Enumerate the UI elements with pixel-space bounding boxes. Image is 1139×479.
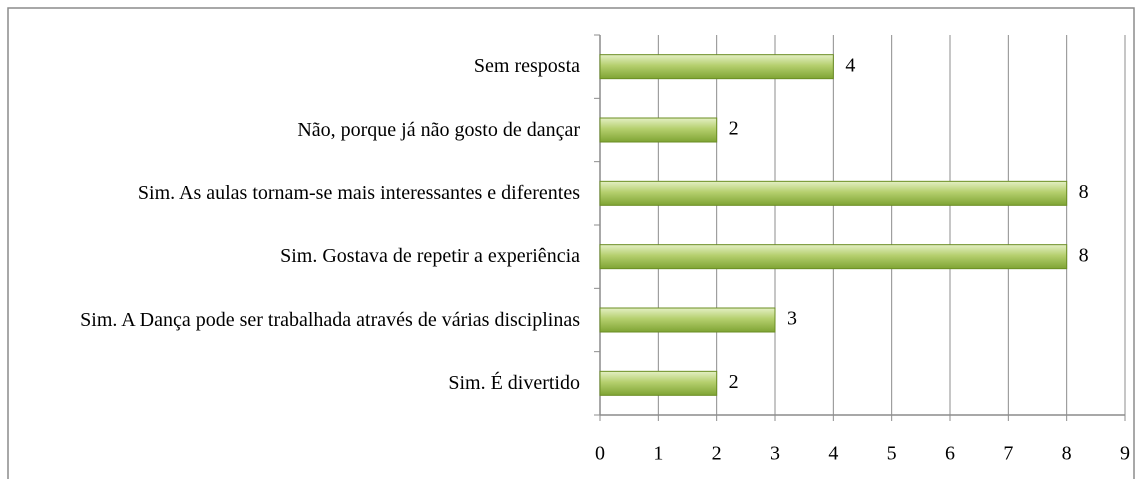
y-tick-label: Sim. É divertido xyxy=(448,371,580,394)
y-tick-label: Sim. A Dança pode ser trabalhada através… xyxy=(80,308,580,331)
x-tick-label: 3 xyxy=(770,443,780,465)
data-label: 2 xyxy=(729,371,739,393)
data-label: 3 xyxy=(787,308,797,330)
data-label: 8 xyxy=(1079,244,1089,266)
data-label: 2 xyxy=(729,118,739,140)
chart-frame xyxy=(7,7,1135,479)
bar xyxy=(599,370,718,396)
y-tick-label: Sim. As aulas tornam-se mais interessant… xyxy=(137,181,580,204)
x-tick-label: 2 xyxy=(712,443,722,465)
bar xyxy=(599,307,776,333)
bar xyxy=(599,180,1068,206)
x-tick-label: 7 xyxy=(1003,443,1013,465)
y-tick-label: Sim. Gostava de repetir a experiência xyxy=(280,245,580,268)
bar xyxy=(599,117,718,143)
x-tick-label: 6 xyxy=(945,443,955,465)
x-tick-label: 1 xyxy=(653,443,663,465)
y-tick-label: Não, porque já não gosto de dançar xyxy=(297,118,580,141)
data-label: 4 xyxy=(845,54,855,76)
bar xyxy=(599,244,1068,270)
y-tick-label: Sem resposta xyxy=(473,55,580,78)
x-tick-label: 5 xyxy=(887,443,897,465)
x-tick-label: 8 xyxy=(1062,443,1072,465)
x-tick-label: 4 xyxy=(828,443,838,465)
bar xyxy=(599,54,834,80)
x-tick-label: 9 xyxy=(1120,443,1130,465)
data-label: 8 xyxy=(1079,181,1089,203)
x-tick-label: 0 xyxy=(595,443,605,465)
